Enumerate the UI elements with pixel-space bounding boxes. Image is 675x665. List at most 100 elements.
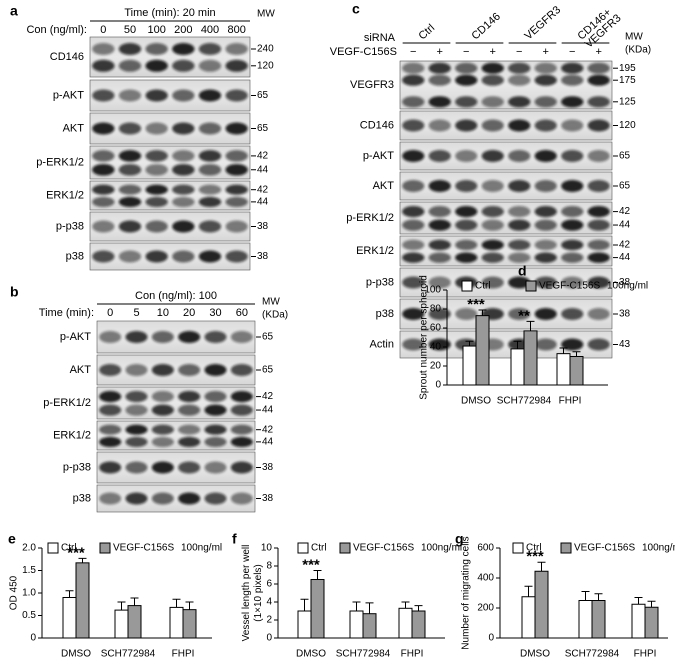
band (151, 391, 174, 403)
band (587, 239, 610, 251)
band (198, 184, 222, 195)
band (230, 364, 253, 376)
error-bar (647, 600, 656, 608)
row-label: AKT (70, 364, 92, 376)
y-tick-label: 400 (477, 573, 494, 584)
band (230, 424, 253, 435)
mw-label: 44 (257, 164, 269, 175)
band (92, 184, 115, 195)
mw-label: 44 (619, 220, 631, 231)
legend-label: Ctrl (61, 543, 77, 554)
band (145, 150, 168, 162)
band (172, 196, 195, 207)
band (402, 74, 425, 86)
band (402, 239, 425, 251)
legend-label: VEGF-C156S (574, 543, 635, 554)
band (561, 96, 584, 108)
panel-label: b (10, 284, 19, 300)
band (118, 196, 142, 207)
mw-label: 44 (619, 252, 631, 263)
band (225, 250, 248, 263)
band (125, 404, 148, 416)
band (428, 308, 451, 320)
band (508, 219, 531, 231)
lane-label: 0 (107, 307, 113, 319)
band (198, 43, 222, 55)
band (230, 391, 253, 403)
error-bar (300, 598, 309, 611)
error-bar (478, 309, 487, 316)
mw-label: 195 (619, 63, 636, 74)
band (561, 276, 584, 289)
mw-label: 42 (262, 391, 274, 402)
band (402, 119, 425, 132)
legend-label: VEGF-C156S (353, 543, 414, 554)
mw-label: 65 (619, 181, 631, 192)
significance: ** (518, 307, 530, 324)
mw-label: 65 (619, 151, 631, 162)
band (118, 250, 142, 263)
bar (631, 603, 646, 639)
row-label: p-ERK1/2 (43, 397, 91, 409)
legend-note: 100ng/ml (607, 281, 648, 292)
band (428, 252, 451, 263)
band (534, 206, 557, 218)
y-tick-label: 0 (266, 633, 272, 644)
row-label: p-p38 (63, 461, 91, 473)
blot-strip (96, 386, 256, 420)
lane-label: 800 (227, 24, 245, 36)
y-tick-label: 0.5 (22, 610, 36, 621)
band (402, 206, 425, 218)
band (92, 59, 115, 72)
band (455, 119, 478, 132)
band (508, 119, 531, 132)
band (172, 184, 195, 195)
legend-swatch (47, 542, 59, 554)
x-tick-label: DMSO (61, 649, 91, 660)
band (561, 180, 584, 192)
group-label: VEGFR3 (522, 4, 563, 42)
legend-swatch (461, 280, 473, 292)
band (455, 180, 478, 192)
mw-label: 38 (262, 493, 274, 504)
legend-swatch (297, 542, 309, 554)
bar (362, 613, 377, 639)
band (455, 239, 478, 251)
y-tick-label: 0 (488, 633, 494, 644)
band (151, 461, 174, 474)
panel-label: a (10, 3, 18, 19)
y-tick-label: 2.0 (22, 543, 36, 554)
band (125, 391, 148, 403)
band (561, 62, 584, 74)
band (198, 150, 222, 162)
lane-label: + (490, 46, 496, 58)
band (587, 119, 610, 132)
mw-label: 42 (257, 151, 269, 162)
band (92, 89, 115, 102)
band (225, 89, 248, 102)
y-tick-label: 40 (430, 342, 442, 353)
band (118, 150, 142, 162)
bar (398, 607, 413, 639)
band (204, 331, 227, 343)
band (534, 239, 557, 251)
error-bar (172, 598, 181, 608)
band (99, 461, 122, 474)
error-bar (634, 597, 643, 605)
bar (510, 348, 525, 386)
band (587, 180, 610, 192)
y-tick-label: 8 (266, 561, 272, 572)
band (198, 89, 222, 102)
legend-swatch (99, 542, 111, 554)
band (455, 62, 478, 74)
band (402, 150, 425, 162)
lane-label: 5 (133, 307, 139, 319)
blot-strip (96, 420, 256, 451)
row-label: VEGFR3 (350, 79, 394, 91)
y-tick-label: 0 (30, 633, 36, 644)
blot-strip (89, 112, 251, 145)
band (198, 220, 222, 233)
legend-swatch (512, 542, 524, 554)
band (508, 252, 531, 263)
band (151, 404, 174, 416)
